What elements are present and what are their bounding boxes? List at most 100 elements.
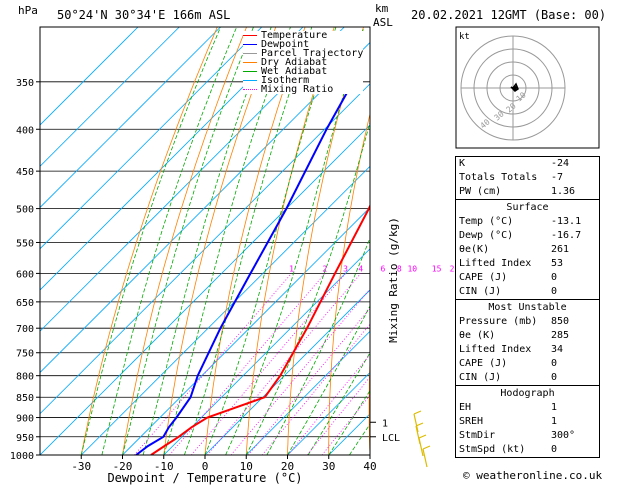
isotherm-line (40, 27, 139, 126)
surface-label: CAPE (J) (459, 272, 508, 283)
hodograph-label: StmSpd (kt) (459, 444, 526, 455)
pressure-tick-label: 950 (16, 433, 34, 444)
x-axis-label: Dewpoint / Temperature (°C) (107, 471, 302, 485)
hodograph-table-title: Hodograph (456, 385, 599, 401)
surface-label: Temp (°C) (459, 216, 514, 227)
most-unstable-label: θe (K) (459, 330, 496, 341)
hodograph-trace (510, 82, 519, 92)
temperature-axis: -30 -20 -10 0 10 20 30 40 (71, 455, 377, 473)
most-unstable-row: CAPE (J) 0 (456, 357, 599, 371)
pressure-tick-label: 550 (16, 238, 34, 249)
profile-dewpoint (135, 91, 349, 455)
surface-value: 261 (551, 244, 570, 255)
mixing-ratio-label: 8 (397, 264, 402, 273)
legend-label: Parcel Trajectory (261, 48, 364, 59)
pressure-tick-label: 400 (16, 125, 34, 136)
isotherm-line (40, 27, 345, 332)
wet-adiabat-line (266, 236, 370, 455)
pressure-unit: hPa (18, 4, 38, 17)
legend-label: Mixing Ratio (261, 84, 334, 95)
hodograph-value: 1 (551, 402, 558, 413)
temperature-tick-label: -10 (154, 460, 174, 473)
background-lines (40, 27, 629, 455)
legend: Temperature Dewpoint Parcel Trajectory Dry … (243, 30, 364, 95)
legend-label: Temperature (261, 30, 328, 41)
dry-adiabat-line (245, 27, 335, 455)
dry-adiabat-line (620, 27, 629, 455)
most-unstable-row: CIN (J) 0 (456, 371, 599, 385)
pressure-tick-label: 800 (16, 372, 34, 383)
surface-row: Dewp (°C) -16.7 (456, 229, 599, 243)
most-unstable-label: Pressure (mb) (459, 316, 538, 327)
mixing-ratio-line (133, 273, 292, 455)
isotherm-line (246, 330, 370, 455)
dry-adiabat-line (328, 112, 370, 455)
hodograph-row: SREH 1 (456, 415, 599, 429)
hodograph-row: StmDir 300° (456, 429, 599, 443)
pressure-tick-label: 500 (16, 205, 34, 216)
height-tick-label: 1 (382, 418, 388, 429)
mixing-ratio-axis-label: Mixing Ratio (g/kg) (387, 217, 400, 343)
pressure-tick-label: 600 (16, 269, 34, 280)
surface-value: 53 (551, 258, 564, 269)
mixing-ratio-label: 6 (381, 264, 386, 273)
pressure-tick-label: 350 (16, 78, 34, 89)
wet-adiabat-line (307, 352, 370, 455)
dry-adiabat-line (163, 27, 277, 455)
height-axis: 1 LCL (370, 418, 400, 444)
surface-row: θe(K) 261 (456, 243, 599, 257)
isotherm-line (40, 27, 221, 209)
temperature-tick-label: -30 (71, 460, 91, 473)
wind-barb (418, 434, 427, 457)
most-unstable-row: Lifted Index 34 (456, 343, 599, 357)
most-unstable-label: CIN (J) (459, 372, 502, 383)
hodograph-row: EH 1 (456, 401, 599, 415)
surface-value: 0 (551, 286, 558, 297)
wet-adiabat-line (184, 27, 313, 455)
temperature-tick-label: 40 (363, 460, 376, 473)
most-unstable-value: 0 (551, 372, 558, 383)
km-label: km (375, 2, 389, 15)
legend-item: Wet Adiabat (243, 67, 363, 77)
wet-adiabat-line (204, 27, 337, 455)
mixing-ratio-label: 15 (432, 264, 442, 273)
index-row: PW (cm) 1.36 (456, 185, 599, 199)
location-title: 50°24'N 30°34'E 166m ASL (57, 8, 231, 22)
pressure-tick-label: 900 (16, 414, 34, 425)
most-unstable-row: θe (K) 285 (456, 329, 599, 343)
isotherm-line (204, 289, 370, 455)
most-unstable-value: 34 (551, 344, 564, 355)
legend-swatch (243, 62, 257, 63)
mixing-ratio-line (248, 307, 370, 455)
temperature-tick-label: 30 (322, 460, 335, 473)
isotherm-line (40, 27, 180, 167)
most-unstable-label: Lifted Index (459, 344, 532, 355)
dry-adiabat-line (80, 27, 218, 455)
mixing-ratio-line (207, 273, 362, 455)
mixing-ratio-label: 10 (407, 264, 417, 273)
legend-swatch (243, 35, 257, 36)
mixing-ratio-line (261, 323, 370, 455)
pressure-tick-label: 450 (16, 167, 34, 178)
height-tick-label: LCL (382, 433, 400, 444)
dry-adiabat-line (122, 27, 247, 455)
pressure-tick-label: 750 (16, 349, 34, 360)
wind-barb (413, 410, 422, 433)
index-value: -7 (551, 172, 564, 183)
legend-label: Dewpoint (261, 39, 310, 50)
surface-row: CAPE (J) 0 (456, 271, 599, 285)
hodograph-value: 0 (551, 444, 558, 455)
asl-label: ASL (373, 16, 393, 29)
mixing-ratio-label: 4 (358, 264, 363, 273)
wet-adiabat-line (122, 27, 254, 455)
index-value: -24 (551, 158, 570, 169)
wet-adiabat-line (101, 27, 238, 455)
mixing-ratio-label: 1 (289, 264, 294, 273)
legend-item: Mixing Ratio (243, 84, 363, 95)
surface-row: Lifted Index 53 (456, 257, 599, 271)
wet-adiabat-line (80, 27, 221, 455)
mixing-ratio-labels: 12346810152025 (289, 264, 473, 273)
hodograph-label: EH (459, 402, 472, 413)
isotherm-line (81, 165, 370, 455)
profile-temperature (150, 203, 370, 455)
